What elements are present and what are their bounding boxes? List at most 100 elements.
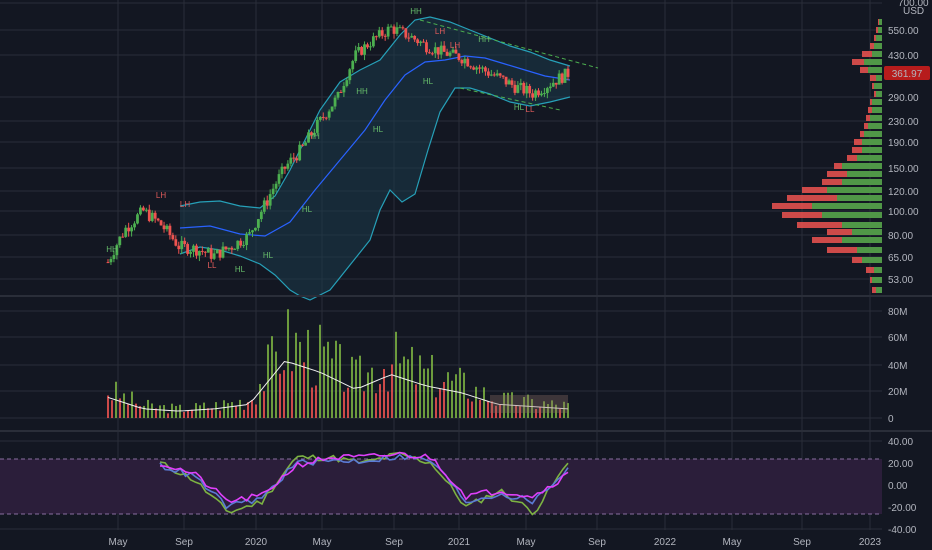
volume-bar bbox=[491, 401, 493, 418]
candle-body bbox=[486, 71, 490, 76]
candle-body bbox=[141, 207, 145, 211]
volume-bar bbox=[383, 368, 385, 418]
candle-body bbox=[165, 225, 169, 230]
candle-body bbox=[419, 41, 422, 44]
volume-bar bbox=[475, 386, 477, 418]
time-tick-label: Sep bbox=[793, 537, 811, 548]
volume-bar bbox=[195, 403, 197, 418]
volume-bar bbox=[547, 404, 549, 418]
candle-body bbox=[428, 52, 431, 54]
volume-bar bbox=[111, 400, 113, 418]
candle-body bbox=[489, 74, 493, 76]
candle-body bbox=[106, 262, 110, 264]
candle-body bbox=[413, 35, 417, 40]
swing-label: HH bbox=[356, 87, 368, 96]
volume-profile-buy bbox=[868, 67, 882, 73]
candle-body bbox=[357, 46, 361, 51]
candle-body bbox=[200, 250, 204, 252]
candle-body bbox=[162, 225, 166, 230]
candle-body bbox=[236, 240, 240, 249]
volume-bar bbox=[219, 410, 221, 418]
candle-body bbox=[130, 227, 133, 232]
volume-bar bbox=[243, 409, 245, 418]
volume-bars bbox=[107, 309, 569, 418]
price-tick-label: 80.00 bbox=[888, 231, 913, 242]
volume-profile-buy bbox=[842, 222, 882, 228]
candle-body bbox=[475, 67, 478, 70]
price-tick-label: 120.00 bbox=[888, 187, 919, 198]
volume-bar bbox=[443, 382, 445, 418]
candle-body bbox=[336, 91, 340, 98]
candle-body bbox=[478, 67, 481, 69]
candle-body bbox=[504, 76, 508, 85]
candle-body bbox=[192, 245, 195, 252]
volume-tick-label: 0 bbox=[888, 414, 894, 425]
candle-body bbox=[442, 45, 446, 52]
panel-separators[interactable] bbox=[0, 295, 932, 432]
volume-profile-buy bbox=[862, 257, 882, 263]
volume-bar bbox=[387, 391, 389, 418]
candle-body bbox=[198, 250, 201, 256]
candle-body bbox=[507, 80, 511, 85]
candle-body bbox=[215, 249, 219, 254]
volume-bar bbox=[343, 391, 345, 418]
candle-body bbox=[366, 44, 369, 48]
rsi-series-line bbox=[159, 453, 569, 510]
volume-bar bbox=[311, 387, 313, 418]
candle-body bbox=[516, 85, 520, 93]
candle-body bbox=[401, 27, 405, 29]
currency-label: USD bbox=[903, 6, 924, 17]
volume-bar bbox=[319, 324, 321, 418]
candle-body bbox=[398, 27, 402, 29]
candle-body bbox=[410, 35, 414, 38]
candle-body bbox=[144, 209, 148, 211]
panel-separator bbox=[0, 295, 932, 297]
candle-body bbox=[369, 46, 372, 48]
volume-bar bbox=[363, 391, 365, 418]
swing-label: HH bbox=[410, 7, 422, 16]
volume-bar bbox=[239, 399, 241, 418]
candle-body bbox=[265, 200, 269, 206]
volume-bar bbox=[355, 359, 357, 418]
candle-body bbox=[545, 88, 549, 94]
volume-profile-buy bbox=[876, 75, 882, 81]
volume-bar bbox=[371, 367, 373, 418]
volume-bar bbox=[259, 383, 261, 418]
candle-body bbox=[537, 90, 540, 96]
candle-body bbox=[528, 85, 532, 94]
candle-body bbox=[363, 44, 366, 55]
volume-bar bbox=[503, 392, 505, 418]
swing-label: LL bbox=[526, 105, 535, 114]
candle-body bbox=[150, 212, 154, 221]
candle-body bbox=[254, 227, 257, 231]
candle-body bbox=[534, 90, 537, 98]
candle-body bbox=[495, 73, 499, 76]
candle-body bbox=[416, 39, 420, 44]
candle-body bbox=[262, 200, 266, 212]
candle-body bbox=[451, 49, 455, 53]
candle-body bbox=[177, 245, 181, 250]
candle-body bbox=[348, 69, 352, 81]
candle-body bbox=[286, 163, 290, 169]
volume-profile-buy bbox=[862, 147, 882, 153]
volume-profile-buy bbox=[870, 115, 882, 121]
candle-body bbox=[445, 51, 449, 56]
volume-profile-buy bbox=[872, 107, 882, 113]
candle-body bbox=[321, 116, 325, 118]
candle-body bbox=[310, 132, 313, 136]
volume-bar bbox=[155, 408, 157, 418]
bollinger-bands bbox=[179, 16, 599, 301]
volume-bar bbox=[227, 403, 229, 418]
volume-bar bbox=[203, 402, 205, 418]
volume-profile-buy bbox=[876, 91, 882, 97]
volume-bar bbox=[315, 385, 317, 418]
candle-body bbox=[203, 251, 207, 253]
volume-bar bbox=[435, 397, 437, 418]
volume-bar bbox=[199, 405, 201, 418]
volume-bar bbox=[411, 346, 413, 418]
candle-body bbox=[472, 67, 476, 70]
volume-tick-label: 80M bbox=[888, 307, 907, 318]
time-tick-label: 2022 bbox=[654, 537, 677, 548]
price-tick-label: 550.00 bbox=[888, 26, 919, 37]
